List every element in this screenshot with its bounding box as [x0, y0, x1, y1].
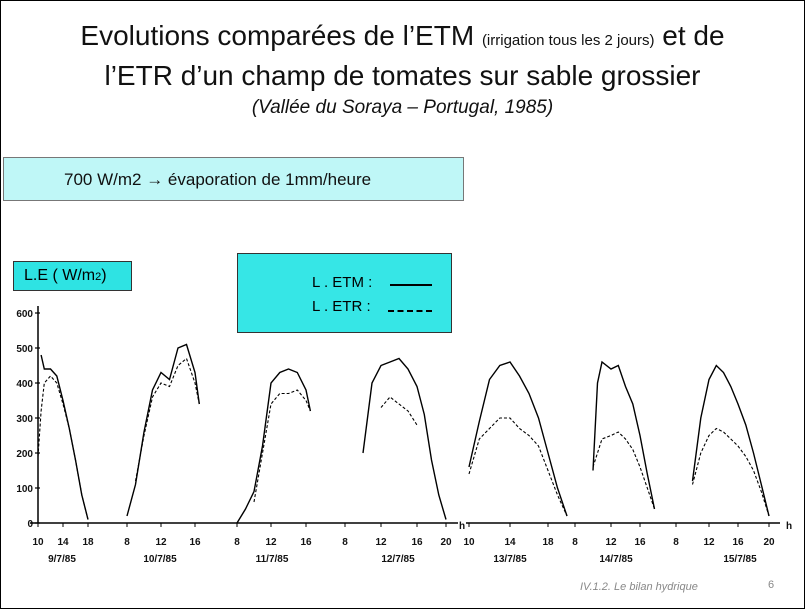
- y-tick-label: 400: [16, 379, 33, 390]
- etr-line: [592, 431, 656, 510]
- x-tick-label: 20: [763, 537, 775, 548]
- x-tick-label: 12: [605, 537, 617, 548]
- etr-line: [253, 389, 311, 503]
- date-label: 13/7/85: [493, 554, 527, 565]
- x-tick-label: 10: [463, 537, 475, 548]
- date-label: 9/7/85: [48, 554, 76, 565]
- evaporation-note-box: 700 W/m2 → évaporation de 1mm/heure: [3, 157, 464, 201]
- etm-line: [236, 368, 312, 524]
- y-tick-label: 300: [16, 414, 33, 425]
- etm-line: [40, 354, 89, 520]
- x-tick-label: 14: [57, 537, 69, 548]
- y-tick-label: 500: [16, 344, 33, 355]
- x-tick-label: 18: [82, 537, 94, 548]
- footer-text: IV.1.2. Le bilan hydrique: [580, 581, 698, 593]
- etr-line: [134, 357, 200, 482]
- page-subtitle: (Vallée du Soraya – Portugal, 1985): [251, 97, 554, 118]
- x-tick-label: 16: [189, 537, 201, 548]
- x-unit-label: h: [459, 521, 465, 532]
- etr-line: [468, 417, 568, 517]
- x-tick-label: 16: [634, 537, 646, 548]
- date-label: 12/7/85: [381, 554, 415, 565]
- x-unit-label: h: [786, 521, 792, 532]
- y-axis-label: L.E ( W/m2): [13, 261, 132, 291]
- legend-etr-label: L . ETR :: [312, 298, 371, 315]
- date-label: 15/7/85: [723, 554, 757, 565]
- legend: L . ETM : L . ETR :: [237, 253, 452, 333]
- etm-line: [691, 364, 770, 517]
- page-title: Evolutions comparées de l’ETM (irrigatio…: [80, 20, 725, 51]
- etr-line: [380, 396, 418, 426]
- x-tick-label: 12: [703, 537, 715, 548]
- legend-etm-label: L . ETM :: [312, 274, 373, 291]
- x-tick-label: 8: [124, 537, 130, 548]
- x-tick-label: 8: [572, 537, 578, 548]
- x-tick-label: 20: [440, 537, 452, 548]
- x-tick-label: 8: [234, 537, 240, 548]
- y-tick-label: 0: [27, 519, 33, 530]
- page-title-line2: l’ETR d’un champ de tomates sur sable gr…: [104, 60, 701, 91]
- x-tick-label: 14: [504, 537, 516, 548]
- etr-line: [37, 375, 89, 520]
- x-tick-label: 16: [411, 537, 423, 548]
- etm-line: [362, 357, 447, 520]
- etr-line: [691, 427, 770, 517]
- etm-line: [468, 361, 568, 517]
- evaporation-note: 700 W/m2 → évaporation de 1mm/heure: [64, 170, 372, 189]
- x-tick-label: 12: [375, 537, 387, 548]
- x-tick-label: 8: [673, 537, 679, 548]
- date-label: 14/7/85: [599, 554, 633, 565]
- legend-etr-line: [388, 310, 432, 312]
- date-label: 10/7/85: [143, 554, 177, 565]
- etm-line: [126, 343, 200, 517]
- x-tick-label: 10: [32, 537, 44, 548]
- y-tick-label: 200: [16, 449, 33, 460]
- x-tick-label: 8: [342, 537, 348, 548]
- y-tick-label: 600: [16, 309, 33, 320]
- page-number: 6: [768, 579, 775, 591]
- x-tick-label: 18: [542, 537, 554, 548]
- x-tick-label: 16: [300, 537, 312, 548]
- etm-line: [592, 360, 656, 510]
- x-tick-label: 16: [732, 537, 744, 548]
- date-label: 11/7/85: [256, 554, 289, 565]
- legend-etm-line: [390, 284, 432, 286]
- y-tick-label: 100: [16, 484, 33, 495]
- x-tick-label: 12: [265, 537, 277, 548]
- x-tick-label: 12: [155, 537, 167, 548]
